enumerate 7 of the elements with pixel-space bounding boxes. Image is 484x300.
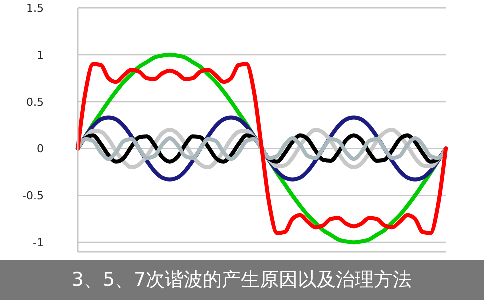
y-tick-label: 0 xyxy=(37,142,44,156)
y-tick-label: 1.5 xyxy=(26,2,44,15)
y-tick-label: 1 xyxy=(37,48,44,62)
text: 3、5、7次谐波的产生原因以及治理方法 xyxy=(0,260,484,300)
y-tick-label: -1 xyxy=(33,236,44,250)
y-tick-label: -0.5 xyxy=(22,190,44,203)
y-tick-label: 0.5 xyxy=(26,96,44,109)
